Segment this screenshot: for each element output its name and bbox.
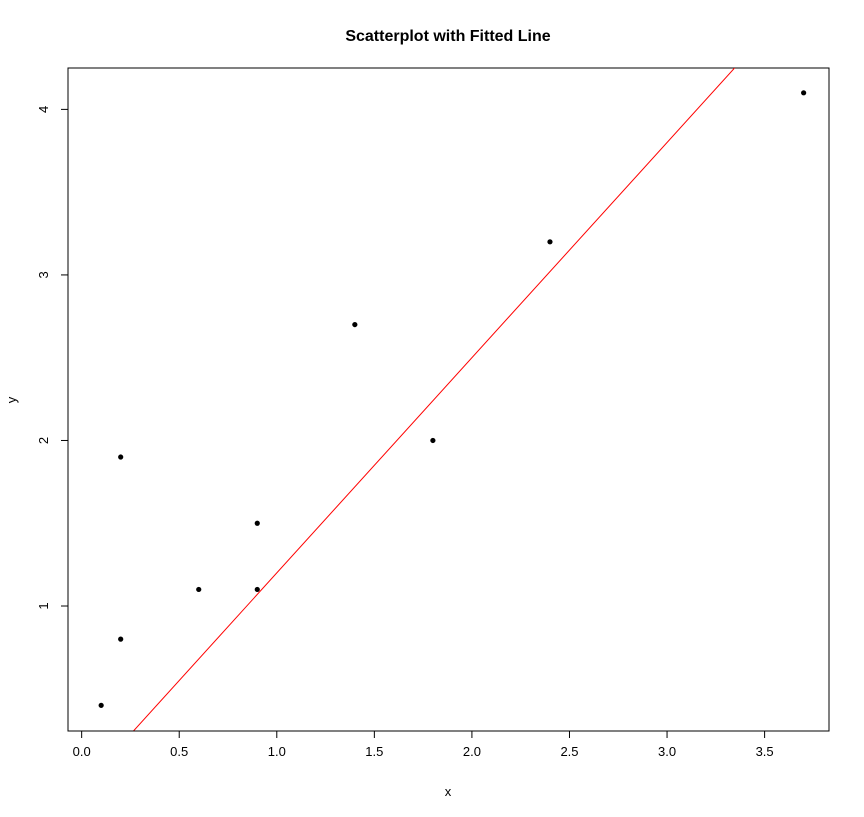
x-tick-label: 0.0 (73, 744, 91, 759)
fitted-line (132, 68, 736, 731)
data-point (254, 586, 260, 593)
data-point (254, 520, 260, 526)
x-tick-label: 1.5 (365, 744, 383, 759)
x-tick-label: 3.0 (658, 744, 676, 759)
x-tick-label: 2.0 (463, 744, 481, 759)
y-tick-label: 3 (36, 271, 51, 278)
fitted-line-layer (132, 68, 736, 731)
y-tick-label: 2 (36, 437, 51, 444)
plot-frame (67, 67, 830, 732)
x-tick-label: 1.0 (268, 744, 286, 759)
x-axis: 0.0 0.5 1.0 1.5 2.0 2.5 3.0 3.5 (73, 730, 774, 759)
x-tick-label: 0.5 (170, 744, 188, 759)
y-tick-label: 1 (36, 602, 51, 609)
x-tick-label: 2.5 (560, 744, 578, 759)
data-point (98, 702, 104, 708)
x-axis-label: x (445, 784, 452, 799)
y-axis-label: y (4, 396, 19, 403)
x-tick-label: 3.5 (756, 744, 774, 759)
data-point (118, 454, 124, 460)
y-axis: 1 2 3 4 (36, 106, 69, 610)
chart-title: Scatterplot with Fitted Line (345, 28, 550, 45)
data-point (196, 586, 202, 593)
y-tick-label: 4 (36, 106, 51, 113)
data-point (352, 321, 358, 328)
data-point (430, 437, 436, 444)
data-point (118, 636, 124, 642)
points-layer (98, 90, 807, 708)
data-point (801, 90, 807, 96)
data-point (547, 239, 553, 245)
